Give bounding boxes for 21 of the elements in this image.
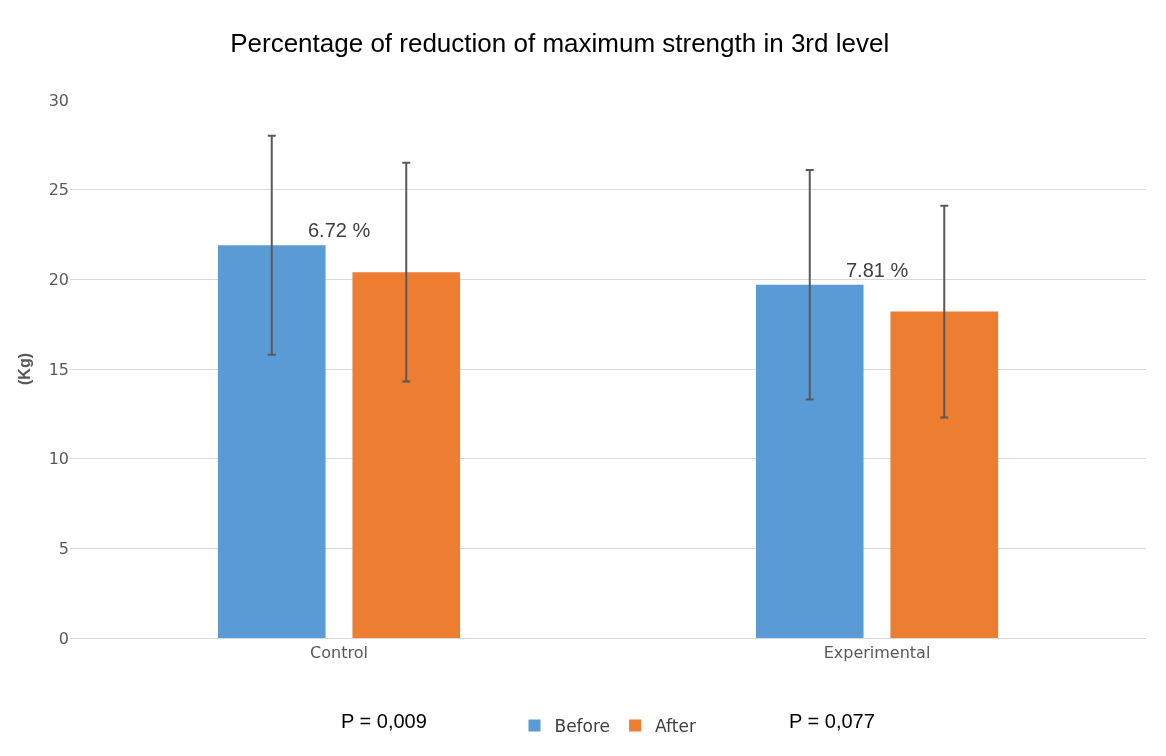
- bar: [890, 311, 999, 638]
- bar: [217, 245, 326, 638]
- text: P = 0,077: [789, 710, 875, 732]
- x-tick-label: Control: [310, 643, 368, 663]
- y-tick-label: 30: [48, 90, 69, 110]
- y-tick-label: 5: [58, 538, 69, 558]
- y-axis-title: (Kg): [15, 353, 33, 385]
- text: P = 0,009: [341, 710, 427, 732]
- chart-title: Percentage of reduction of maximum strength in 3rd level: [230, 28, 890, 59]
- x-tick-label: Experimental: [823, 643, 931, 663]
- y-tick-label: 25: [48, 180, 69, 200]
- legend-label: After: [655, 716, 696, 737]
- bar: [755, 284, 864, 638]
- annotation: 7.81 %: [846, 259, 909, 281]
- y-tick-label: 10: [48, 449, 69, 469]
- y-tick-label: 0: [58, 628, 69, 648]
- y-tick-label: 15: [48, 359, 69, 379]
- annotation: 6.72 %: [308, 219, 371, 241]
- y-tick-label: 20: [48, 269, 69, 289]
- legend-label: Before: [554, 716, 611, 737]
- bar: [352, 272, 461, 638]
